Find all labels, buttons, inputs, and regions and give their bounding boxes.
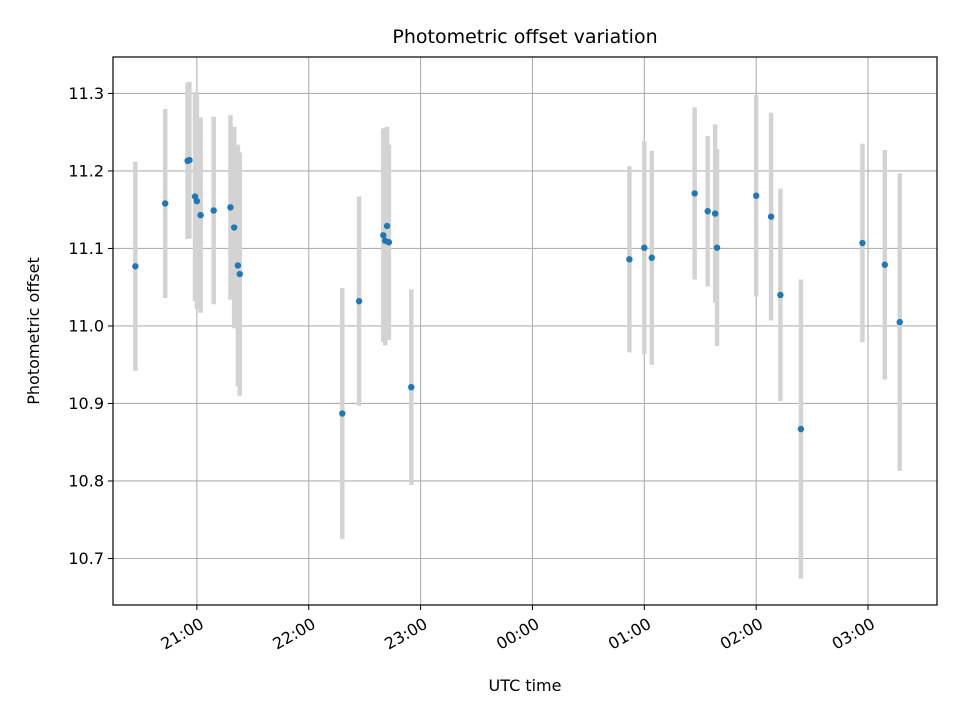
data-point	[752, 192, 760, 199]
x-axis-label: UTC time	[489, 676, 562, 695]
data-point	[210, 207, 217, 214]
data-point	[408, 383, 415, 391]
data-point	[648, 254, 655, 261]
data-point	[385, 239, 393, 246]
data-point	[896, 318, 903, 326]
data-point	[236, 270, 243, 278]
y-tick-label: 11.1	[68, 239, 104, 258]
data-point	[230, 224, 238, 231]
data-points	[132, 156, 903, 433]
plot-frame	[112, 56, 938, 606]
y-tick-label: 11.3	[68, 84, 104, 103]
y-axis-ticks: 10.7 10.8 10.9 11.0 11.1 11.2 11.3	[68, 84, 113, 568]
data-point	[193, 197, 201, 205]
data-point	[132, 263, 139, 270]
data-point	[161, 200, 169, 207]
y-axis-label: Photometric offset	[24, 257, 43, 405]
data-point	[711, 210, 719, 217]
data-point	[691, 190, 698, 197]
data-point	[713, 244, 721, 251]
data-point	[355, 297, 363, 305]
data-point	[626, 256, 633, 263]
data-point	[859, 239, 866, 247]
data-point	[383, 222, 391, 230]
y-tick-label: 11.2	[68, 161, 104, 180]
data-point	[641, 244, 648, 251]
data-point	[767, 213, 775, 220]
data-point	[227, 204, 234, 211]
y-tick-label: 10.9	[68, 394, 104, 413]
y-tick-label: 10.8	[68, 471, 104, 490]
data-point	[234, 262, 242, 269]
data-point	[797, 425, 805, 433]
chart-title: Photometric offset variation	[392, 26, 657, 48]
y-tick-label: 10.7	[68, 549, 104, 568]
data-point	[704, 208, 711, 215]
y-tick-label: 11.0	[68, 316, 104, 335]
data-point	[197, 211, 204, 219]
data-point	[881, 261, 889, 268]
data-point	[186, 156, 193, 164]
data-point	[339, 410, 346, 417]
data-point	[777, 291, 784, 299]
data-point	[380, 232, 387, 239]
